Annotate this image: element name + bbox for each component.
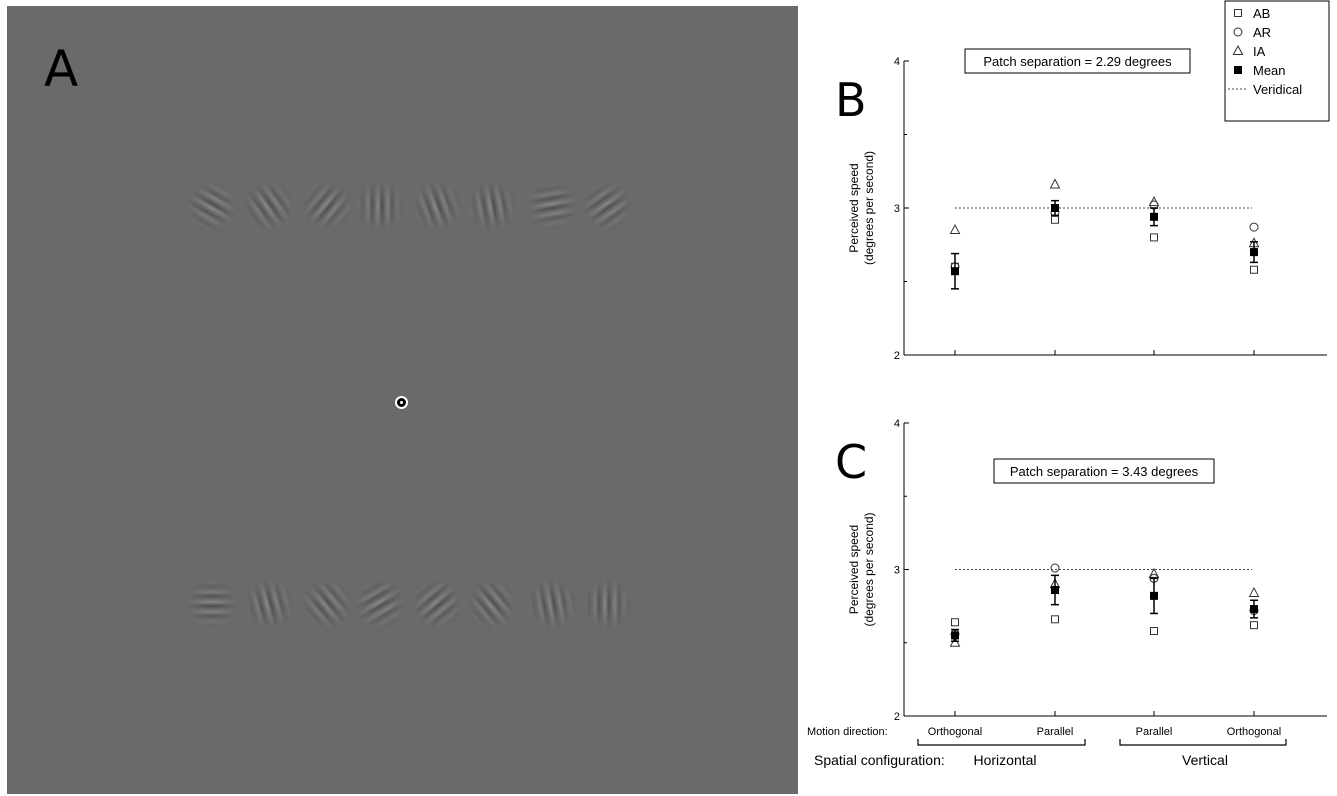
top-row-gabor-4	[355, 181, 405, 231]
y-tick-label: 3	[894, 565, 900, 577]
point-ia-2	[1049, 178, 1061, 189]
annotation-box	[964, 48, 1191, 74]
point-ia-3	[1148, 196, 1160, 207]
y-tick-label: 3	[894, 203, 900, 215]
point-ia-3	[1148, 567, 1160, 578]
point-mean-1	[951, 631, 959, 640]
point-ab-4	[1250, 621, 1258, 630]
point-mean-1	[951, 267, 959, 276]
bottom-axis-labels: Motion direction: Orthogonal Parallel Paral…	[807, 726, 1287, 768]
stimulus-panel: A	[7, 6, 798, 794]
fixation-point-icon	[395, 396, 408, 409]
legend-label-ar: AR	[1253, 25, 1271, 40]
bottom-row-gabor-4	[345, 569, 415, 639]
point-ab-4	[1250, 265, 1258, 274]
panel-letter-c: C	[835, 435, 867, 489]
top-row-gabor-2	[234, 171, 304, 241]
legend-marker-ab	[1234, 9, 1242, 17]
group-bracket	[1119, 739, 1287, 746]
top-row-gabor-3	[291, 170, 363, 242]
bottom-row-gabor-7	[523, 575, 581, 633]
annotation-text: Patch separation = 3.43 degrees	[1010, 464, 1199, 479]
category-label-1: Orthogonal	[928, 726, 982, 738]
legend-label-ab: AB	[1253, 6, 1270, 21]
category-label-4: Orthogonal	[1227, 726, 1281, 738]
panel-letter-b: B	[835, 73, 867, 127]
bottom-row-gabor-2	[238, 573, 300, 635]
legend-marker-ia	[1232, 44, 1244, 55]
chart-panel-b: 2 3 4 Perceived speed (degrees per second) B P…	[835, 48, 1327, 362]
legend-box	[1224, 0, 1330, 122]
chart-panel-c: 2 3 4 Perceived speed (degrees per second) C P…	[835, 418, 1327, 723]
bottom-row-gabor-6	[456, 568, 528, 640]
y-tick-label: 4	[894, 418, 900, 430]
y-tick-label: 4	[894, 56, 900, 68]
point-mean-4	[1250, 605, 1258, 614]
y-axis-title-line2: (degrees per second)	[862, 512, 876, 626]
motion-direction-label: Motion direction:	[807, 726, 888, 738]
top-row-gabor-6	[463, 177, 521, 235]
legend-marker-mean	[1234, 66, 1242, 74]
top-row-gabor-8	[572, 171, 642, 241]
bottom-row-gabor-1	[187, 579, 237, 629]
category-label-2: Parallel	[1037, 726, 1074, 738]
point-ar-4	[1249, 222, 1259, 232]
bottom-row-gabor-3	[291, 568, 363, 640]
bottom-row-gabor-5	[401, 568, 473, 640]
point-mean-3	[1150, 212, 1158, 221]
y-tick-label: 2	[894, 711, 900, 723]
legend-marker-ar	[1233, 27, 1243, 37]
point-mean-3	[1150, 591, 1158, 600]
category-label-3: Parallel	[1136, 726, 1173, 738]
panel-letter-a: A	[44, 40, 79, 98]
group-label-horizontal: Horizontal	[973, 752, 1036, 768]
point-ab-1	[951, 618, 959, 627]
point-mean-4	[1250, 248, 1258, 257]
y-axis-title-line1: Perceived speed	[847, 525, 861, 614]
top-row-gabor-7	[523, 177, 581, 235]
point-ab-3	[1150, 627, 1158, 636]
point-mean-2	[1051, 586, 1059, 595]
point-ab-2	[1051, 215, 1059, 224]
legend-label-mean: Mean	[1253, 63, 1286, 78]
point-ab-3	[1150, 233, 1158, 242]
spatial-configuration-label: Spatial configuration:	[814, 752, 945, 768]
y-tick-label: 2	[894, 350, 900, 362]
point-ar-2	[1050, 563, 1060, 573]
point-ab-2	[1051, 615, 1059, 624]
y-axis-title-line2: (degrees per second)	[862, 151, 876, 265]
point-mean-2	[1051, 204, 1059, 212]
annotation-text: Patch separation = 2.29 degrees	[983, 54, 1172, 69]
group-label-vertical: Vertical	[1182, 752, 1228, 768]
annotation-box	[993, 458, 1215, 484]
top-row-gabor-1	[177, 171, 247, 241]
top-row-gabor-5	[404, 173, 470, 239]
group-bracket	[917, 739, 1086, 746]
y-axis-title-line1: Perceived speed	[847, 163, 861, 252]
legend: AB AR IA Mean Veridical	[1224, 0, 1330, 122]
charts-area: 2 3 4 Perceived speed (degrees per second) B P…	[800, 0, 1337, 796]
bottom-row-gabor-8	[582, 579, 632, 629]
legend-label-veridical: Veridical	[1253, 82, 1302, 97]
point-ia-4	[1248, 586, 1260, 597]
point-ia-1	[949, 223, 961, 235]
legend-label-ia: IA	[1253, 44, 1266, 59]
